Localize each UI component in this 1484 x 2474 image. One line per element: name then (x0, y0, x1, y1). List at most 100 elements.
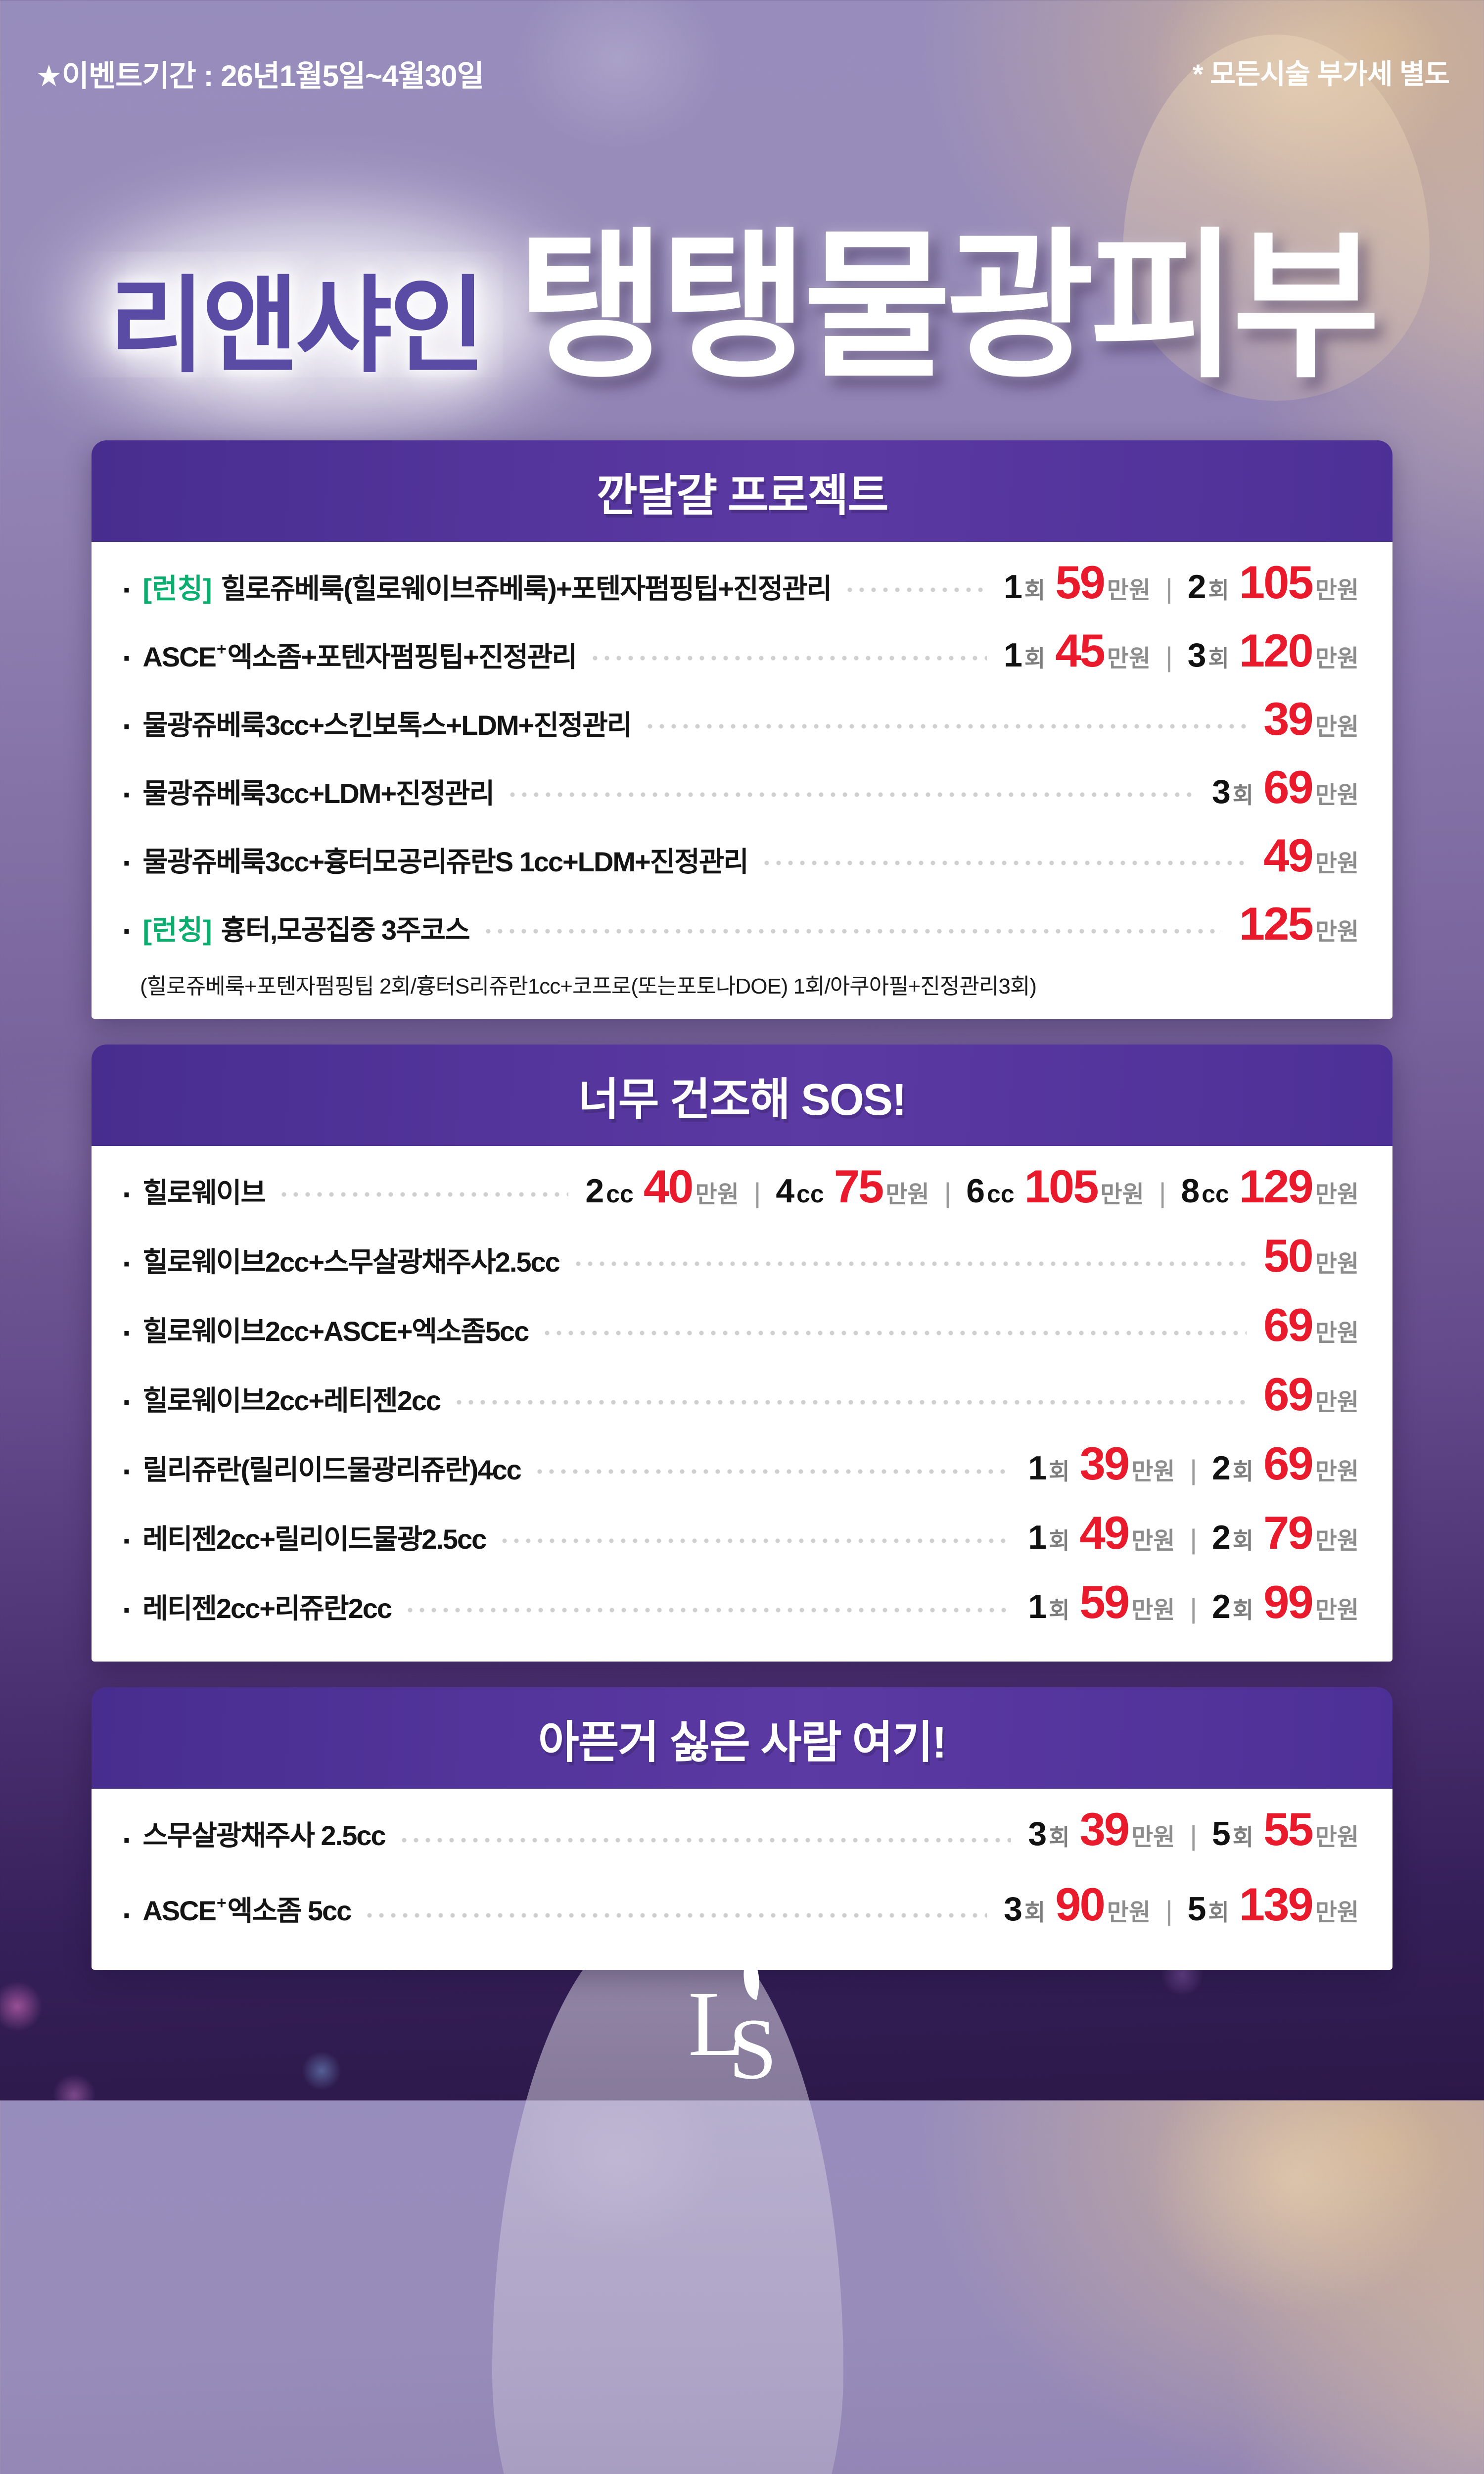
bullet-dot: · (122, 1454, 133, 1489)
bullet-dot: · (122, 777, 133, 812)
dotted-leader (507, 792, 1195, 797)
price-row: · 물광쥬베룩3cc+LDM+진정관리 3 회 69 만원 (122, 761, 1359, 829)
price-suffix: 만원 (1315, 1900, 1359, 1926)
price-row: · 스무살광채주사 2.5cc 3 회 39 만원 | 5 회 55 만원 (122, 1803, 1359, 1878)
price-value: 90 (1055, 1878, 1106, 1930)
treatment-label: 힐로웨이브 (142, 1177, 266, 1208)
pricing-card: 너무 건조해 SOS! · 힐로웨이브 2 cc 40 만원 | 4 cc 75 만원 | 6 cc 105 만… (92, 1045, 1392, 1662)
session-count: 1 (1004, 568, 1022, 606)
treatment-label: 힐로웨이브2cc+레티젠2cc (142, 1385, 441, 1416)
price-suffix: 만원 (1315, 714, 1359, 740)
treatment-label: 엑소좀+포텐자펌핑팁+진정관리 (227, 641, 577, 672)
section-body: · 스무살광채주사 2.5cc 3 회 39 만원 | 5 회 55 만원 · ASCE + 엑소좀 5cc… (92, 1789, 1392, 1970)
section-body: · 힐로웨이브 2 cc 40 만원 | 4 cc 75 만원 | 6 cc 105 만원 | 8 cc 129 만원 ·… (92, 1146, 1392, 1662)
dotted-leader (644, 724, 1247, 729)
pricing-card: 아픈거 싫은 사람 여기! · 스무살광채주사 2.5cc 3 회 39 만원 | 5 회 55 만원… (92, 1687, 1392, 1970)
session-count: 1 (1004, 636, 1022, 674)
bullet-dot: · (122, 640, 133, 676)
session-count: 3 (1004, 1890, 1022, 1928)
session-count: 4 (776, 1172, 795, 1210)
price-row: · 힐로웨이브 2 cc 40 만원 | 4 cc 75 만원 | 6 cc 105 만원 | 8 cc 129 만원 (122, 1160, 1359, 1229)
dotted-leader (572, 1261, 1247, 1266)
dotted-leader (533, 1469, 1012, 1474)
dotted-leader (453, 1400, 1247, 1405)
price-group: 2 cc 40 만원 | 4 cc 75 만원 | 6 cc 105 만원 | 8 cc 129 만원 (585, 1160, 1359, 1213)
bullet-dot: · (122, 572, 133, 608)
price-suffix: 만원 (1315, 1597, 1359, 1623)
pricing-card: 깐달걀 프로젝트 · [런칭] 힐로쥬베룩(힐로웨이브쥬베룩)+포텐자펌핑팁+진정관리… (92, 440, 1392, 1019)
treatment-label: ASCE (142, 1895, 217, 1926)
treatment-label: 물광쥬베룩3cc+LDM+진정관리 (142, 778, 495, 809)
price-value: 125 (1239, 898, 1314, 950)
session-count: 2 (1211, 1519, 1231, 1556)
price-group: 1 회 45 만원 | 3 회 120 만원 (1004, 624, 1359, 677)
price-value: 75 (834, 1160, 884, 1212)
price-value: 55 (1263, 1803, 1314, 1855)
price-suffix: 만원 (1315, 1389, 1359, 1416)
dotted-leader (541, 1331, 1247, 1335)
session-unit: 회 (1208, 1900, 1229, 1925)
session-count: 8 (1181, 1172, 1200, 1210)
price-row: · 레티젠2cc+리쥬란2cc 1 회 59 만원 | 2 회 99 만원 (122, 1575, 1359, 1645)
price-suffix: 만원 (885, 1182, 929, 1208)
price-group: 3 회 39 만원 | 5 회 55 만원 (1028, 1803, 1359, 1856)
price-row: · [런칭] 흉터,모공집중 3주코스 125 만원 (122, 897, 1359, 965)
treatment-label: 엑소좀 5cc (227, 1895, 352, 1926)
session-count: 6 (966, 1172, 985, 1210)
clinic-logo: L S (685, 1956, 799, 2093)
price-separator: | (944, 1177, 952, 1208)
price-value: 139 (1239, 1878, 1314, 1930)
bullet-dot: · (122, 845, 133, 881)
session-unit: 회 (1232, 1528, 1254, 1554)
price-value: 69 (1263, 1437, 1314, 1489)
session-unit: 회 (1049, 1597, 1070, 1623)
price-value: 49 (1263, 829, 1314, 881)
price-row: · 레티젠2cc+릴리이드물광2.5cc 1 회 49 만원 | 2 회 79 만원 (122, 1506, 1359, 1575)
price-separator: | (1190, 1820, 1197, 1851)
dotted-leader (499, 1538, 1012, 1543)
price-separator: | (1190, 1523, 1197, 1555)
session-unit: 회 (1049, 1459, 1070, 1484)
price-group: 69 만원 (1263, 1368, 1359, 1421)
price-row: · ASCE + 엑소좀 5cc 3 회 90 만원 | 5 회 139 만원 (122, 1878, 1359, 1953)
price-group: 49 만원 (1263, 829, 1359, 882)
bullet-dot: · (122, 913, 133, 949)
bullet-dot: · (122, 1822, 133, 1858)
bullet-dot: · (122, 1246, 133, 1282)
dotted-leader (482, 929, 1222, 934)
session-count: 5 (1187, 1890, 1206, 1928)
price-group: 1 회 59 만원 | 2 회 105 만원 (1004, 556, 1359, 609)
treatment-label: ASCE (142, 641, 217, 672)
price-suffix: 만원 (695, 1182, 739, 1208)
price-separator: | (1165, 641, 1173, 672)
clinic-brand-name: 리앤샤인 (108, 267, 486, 384)
price-suffix: 만원 (1131, 1824, 1175, 1851)
price-value: 69 (1263, 761, 1314, 813)
price-suffix: 만원 (1315, 919, 1359, 945)
dotted-leader (760, 860, 1247, 865)
price-value: 105 (1024, 1160, 1099, 1212)
session-unit: 회 (1208, 577, 1229, 603)
bullet-dot: · (122, 1315, 133, 1351)
treatment-label: 스무살광채주사 2.5cc (142, 1820, 386, 1851)
dotted-leader (364, 1913, 987, 1918)
price-group: 69 만원 (1263, 1298, 1359, 1352)
price-group: 125 만원 (1239, 897, 1359, 951)
section-body: · [런칭] 힐로쥬베룩(힐로웨이브쥬베룩)+포텐자펌핑팁+진정관리 1 회 59 만원 | 2… (92, 542, 1392, 1019)
treatment-label: 흉터,모공집중 3주코스 (221, 914, 470, 946)
price-group: 1 회 39 만원 | 2 회 69 만원 (1028, 1437, 1359, 1490)
campaign-title: 탱탱물광피부 (517, 217, 1380, 396)
session-count: 5 (1211, 1815, 1231, 1853)
session-unit: 회 (1024, 577, 1046, 603)
session-unit: cc (606, 1180, 634, 1208)
logo-letter-l: L (688, 1972, 745, 2075)
session-count: 2 (1187, 568, 1206, 606)
session-unit: 회 (1208, 646, 1229, 671)
price-suffix: 만원 (1315, 577, 1359, 604)
dotted-leader (844, 587, 987, 592)
bullet-dot: · (122, 1384, 133, 1420)
event-period-note: ★이벤트기간 : 26년1월5일~4월30일 (36, 59, 484, 93)
session-count: 3 (1211, 773, 1231, 810)
price-suffix: 만원 (1315, 1528, 1359, 1554)
price-row: · ASCE + 엑소좀+포텐자펌핑팁+진정관리 1 회 45 만원 | 3 회 120 만원 (122, 624, 1359, 692)
